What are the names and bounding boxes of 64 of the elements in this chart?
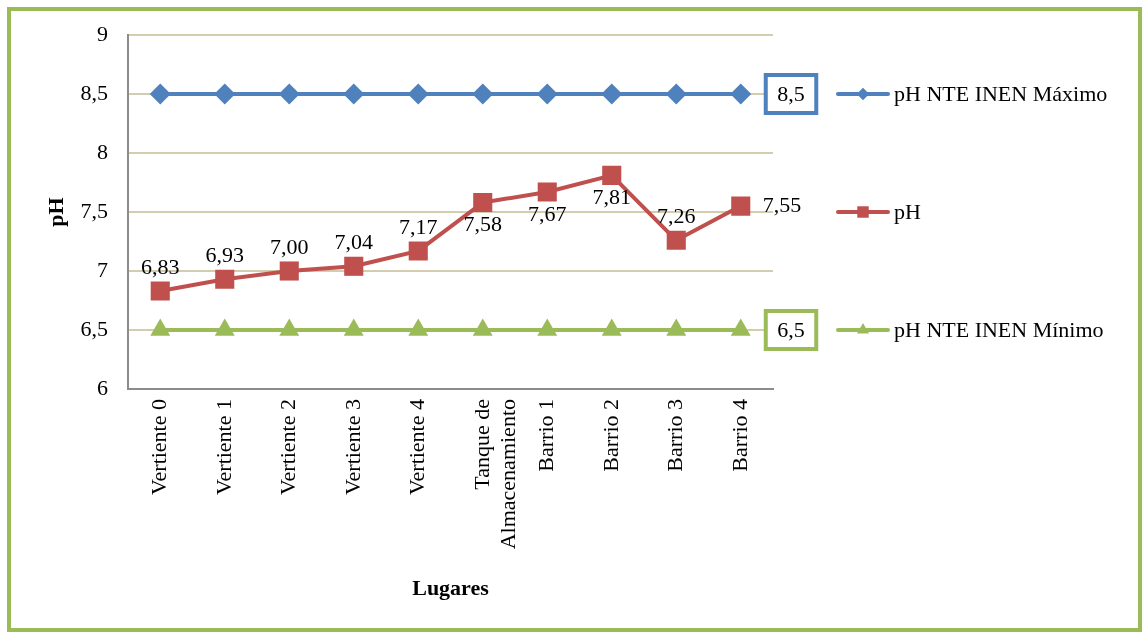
point	[408, 241, 428, 261]
data-label: 7,26	[657, 203, 696, 229]
legend-label: pH NTE INEN Mínimo	[894, 316, 1104, 342]
point	[408, 318, 429, 336]
point	[343, 318, 364, 336]
data-label: 7,04	[334, 229, 373, 255]
y-tick-label: 7	[97, 256, 108, 282]
point	[602, 165, 622, 185]
y-axis-title: pH	[42, 197, 68, 227]
x-tick-label: Barrio 2	[597, 399, 623, 472]
data-label: 6,83	[141, 253, 180, 279]
point	[537, 182, 557, 202]
point	[150, 281, 170, 301]
y-tick-label: 6	[97, 374, 108, 400]
data-label: 7,17	[399, 213, 438, 239]
point	[730, 83, 752, 105]
x-tick-label: Barrio 4	[726, 399, 752, 472]
x-tick-label: Barrio 3	[662, 399, 688, 472]
point	[472, 318, 493, 336]
point	[279, 318, 300, 336]
y-tick-label: 9	[97, 20, 108, 46]
point	[343, 83, 365, 105]
x-tick-label: Tanque de Almacenamiento	[468, 399, 520, 550]
y-tick-label: 8	[97, 138, 108, 164]
point	[473, 193, 493, 213]
data-label: 7,81	[592, 184, 631, 210]
point	[215, 269, 235, 289]
point	[149, 83, 171, 105]
y-tick-label: 7,5	[80, 197, 108, 223]
point	[665, 83, 687, 105]
point	[537, 318, 558, 336]
x-tick-label: Barrio 1	[533, 399, 559, 472]
point	[150, 318, 171, 336]
point	[407, 83, 429, 105]
point	[214, 83, 236, 105]
x-tick-label: Vertiente 0	[146, 399, 172, 495]
x-tick-label: Vertiente 4	[404, 399, 430, 495]
legend-label: pH NTE INEN Máximo	[894, 80, 1108, 106]
data-label: 7,00	[270, 233, 309, 259]
y-tick-label: 8,5	[80, 79, 108, 105]
point	[214, 318, 235, 336]
data-label: 6,5	[777, 316, 805, 342]
point	[731, 196, 751, 216]
point	[666, 318, 687, 336]
x-tick-label: Vertiente 1	[210, 399, 236, 495]
x-tick-label: Vertiente 3	[339, 399, 365, 495]
point	[344, 256, 364, 276]
point	[279, 261, 299, 281]
point	[730, 318, 751, 336]
x-axis-title: Lugares	[412, 575, 490, 601]
legend-label: pH	[894, 198, 921, 224]
data-label: 7,55	[762, 191, 802, 217]
point	[278, 83, 300, 105]
data-label: 7,67	[528, 200, 567, 226]
point	[666, 230, 686, 250]
data-label: 8,5	[777, 80, 805, 106]
point	[472, 83, 494, 105]
x-tick-label: Vertiente 2	[275, 399, 301, 495]
data-label: 6,93	[205, 242, 244, 268]
data-label: 7,58	[463, 211, 502, 237]
y-tick-label: 6,5	[80, 315, 108, 341]
point	[601, 83, 623, 105]
point	[536, 83, 558, 105]
point	[601, 318, 622, 336]
